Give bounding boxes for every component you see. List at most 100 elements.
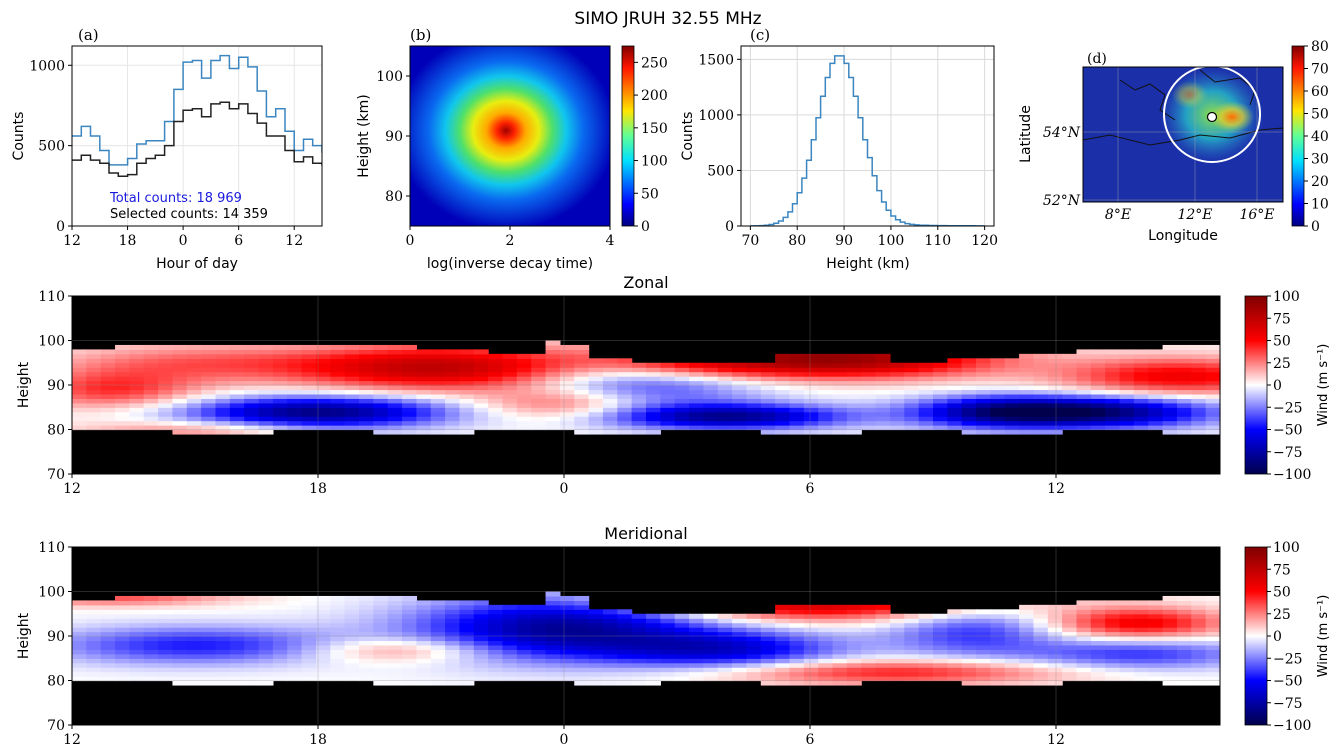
wind-cell bbox=[933, 371, 948, 377]
wind-cell bbox=[1119, 631, 1135, 637]
wind-cell bbox=[846, 407, 862, 413]
wind-cell bbox=[229, 644, 245, 650]
wind-colorbar-tick-label: 25 bbox=[1273, 607, 1291, 623]
wind-cell bbox=[1033, 380, 1049, 386]
wind-cell bbox=[1019, 425, 1035, 431]
wind-cell bbox=[186, 604, 202, 610]
wind-cell bbox=[775, 613, 791, 619]
wind-cell bbox=[545, 411, 561, 417]
wind-cell bbox=[1105, 658, 1121, 664]
panel-d-colorbar-tick-label: 30 bbox=[1311, 152, 1329, 168]
wind-cell bbox=[689, 636, 704, 642]
wind-cell bbox=[803, 676, 819, 682]
wind-cell bbox=[775, 429, 791, 435]
wind-cell bbox=[1047, 389, 1063, 395]
wind-cell bbox=[301, 385, 317, 391]
wind-cell bbox=[789, 358, 805, 364]
wind-cell bbox=[947, 618, 963, 624]
wind-cell bbox=[559, 676, 575, 682]
wind-cell bbox=[272, 658, 288, 664]
wind-cell bbox=[244, 680, 260, 686]
wind-cell bbox=[100, 393, 116, 399]
wind-cell bbox=[1191, 353, 1207, 359]
wind-cell bbox=[1133, 376, 1149, 382]
wind-cell bbox=[1162, 385, 1178, 391]
wind-cell bbox=[1105, 644, 1121, 650]
wind-cell bbox=[918, 644, 934, 650]
map-range-circle bbox=[1163, 67, 1261, 163]
wind-cell bbox=[559, 371, 575, 377]
wind-cell bbox=[1062, 662, 1078, 668]
wind-cell bbox=[387, 622, 403, 628]
wind-cell bbox=[1191, 662, 1207, 668]
wind-cell bbox=[602, 644, 618, 650]
wind-cell bbox=[215, 353, 231, 359]
wind-cell bbox=[459, 380, 475, 386]
wind-cell bbox=[775, 640, 791, 646]
wind-cell bbox=[631, 380, 647, 386]
wind-cell bbox=[215, 667, 231, 673]
wind-cell bbox=[502, 420, 518, 426]
wind-cell bbox=[129, 609, 145, 615]
wind-cell bbox=[473, 407, 489, 413]
wind-cell bbox=[588, 411, 604, 417]
wind-cell bbox=[186, 613, 202, 619]
wind-ytick-label: 80 bbox=[47, 674, 65, 690]
wind-cell bbox=[72, 402, 87, 408]
wind-cell bbox=[1119, 644, 1135, 650]
wind-cell bbox=[789, 649, 805, 655]
wind-cell bbox=[588, 662, 604, 668]
wind-cell bbox=[746, 636, 762, 642]
wind-cell bbox=[1191, 367, 1207, 373]
wind-cell bbox=[258, 640, 274, 646]
wind-cell bbox=[832, 680, 848, 686]
wind-cell bbox=[430, 389, 446, 395]
wind-cell bbox=[947, 609, 963, 615]
wind-cell bbox=[244, 367, 260, 373]
panel-d-xlabel: Longitude bbox=[1148, 228, 1218, 244]
wind-cell bbox=[1004, 385, 1020, 391]
wind-cell bbox=[961, 429, 977, 435]
wind-cell bbox=[617, 425, 633, 431]
wind-cell bbox=[488, 376, 504, 382]
wind-cell bbox=[301, 411, 317, 417]
wind-cell bbox=[1162, 393, 1178, 399]
wind-ytick-label: 90 bbox=[47, 629, 65, 645]
wind-cell bbox=[201, 658, 217, 664]
wind-cell bbox=[86, 393, 102, 399]
wind-cell bbox=[703, 425, 719, 431]
wind-cell bbox=[1148, 653, 1164, 659]
wind-cell bbox=[947, 658, 963, 664]
wind-cell bbox=[215, 358, 231, 364]
wind-cell bbox=[430, 653, 446, 659]
wind-cell bbox=[1062, 609, 1078, 615]
wind-cell bbox=[330, 385, 346, 391]
wind-cell bbox=[402, 371, 417, 377]
wind-cell bbox=[846, 362, 862, 368]
wind-cell bbox=[359, 622, 374, 628]
wind-cell bbox=[933, 385, 948, 391]
wind-cell bbox=[918, 613, 934, 619]
wind-cell bbox=[344, 416, 360, 422]
wind-cell bbox=[1004, 429, 1020, 435]
wind-cell bbox=[416, 636, 432, 642]
wind-cell bbox=[803, 644, 819, 650]
wind-cell bbox=[100, 613, 116, 619]
wind-cell bbox=[1119, 600, 1135, 606]
wind-cell bbox=[1076, 640, 1092, 646]
wind-cell bbox=[301, 358, 317, 364]
wind-cell bbox=[229, 604, 245, 610]
wind-cell bbox=[115, 393, 130, 399]
wind-cell bbox=[803, 425, 819, 431]
wind-cell bbox=[1004, 367, 1020, 373]
wind-cell bbox=[531, 425, 547, 431]
wind-cell bbox=[674, 649, 690, 655]
wind-cell bbox=[215, 658, 231, 664]
wind-cell bbox=[143, 367, 159, 373]
wind-cell bbox=[574, 429, 590, 435]
wind-cell bbox=[1133, 411, 1149, 417]
wind-cell bbox=[689, 393, 704, 399]
wind-cell bbox=[129, 640, 145, 646]
wind-cell bbox=[402, 389, 417, 395]
wind-cell bbox=[545, 393, 561, 399]
